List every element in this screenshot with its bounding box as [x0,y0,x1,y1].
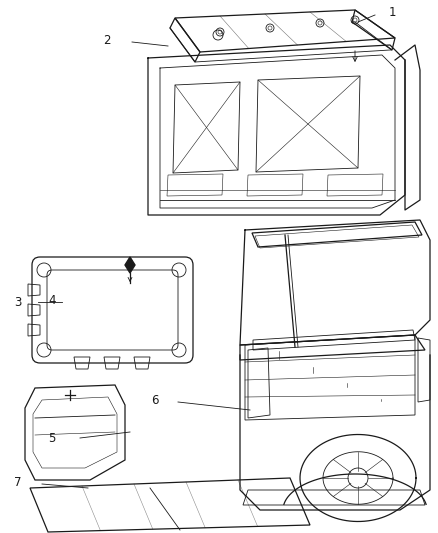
Text: 4: 4 [48,294,56,306]
Text: 2: 2 [103,34,111,46]
Text: 3: 3 [14,295,22,309]
Text: 5: 5 [48,432,56,445]
Polygon shape [125,257,135,273]
Text: 7: 7 [14,475,22,489]
Text: 1: 1 [388,5,396,19]
Text: 6: 6 [151,393,159,407]
